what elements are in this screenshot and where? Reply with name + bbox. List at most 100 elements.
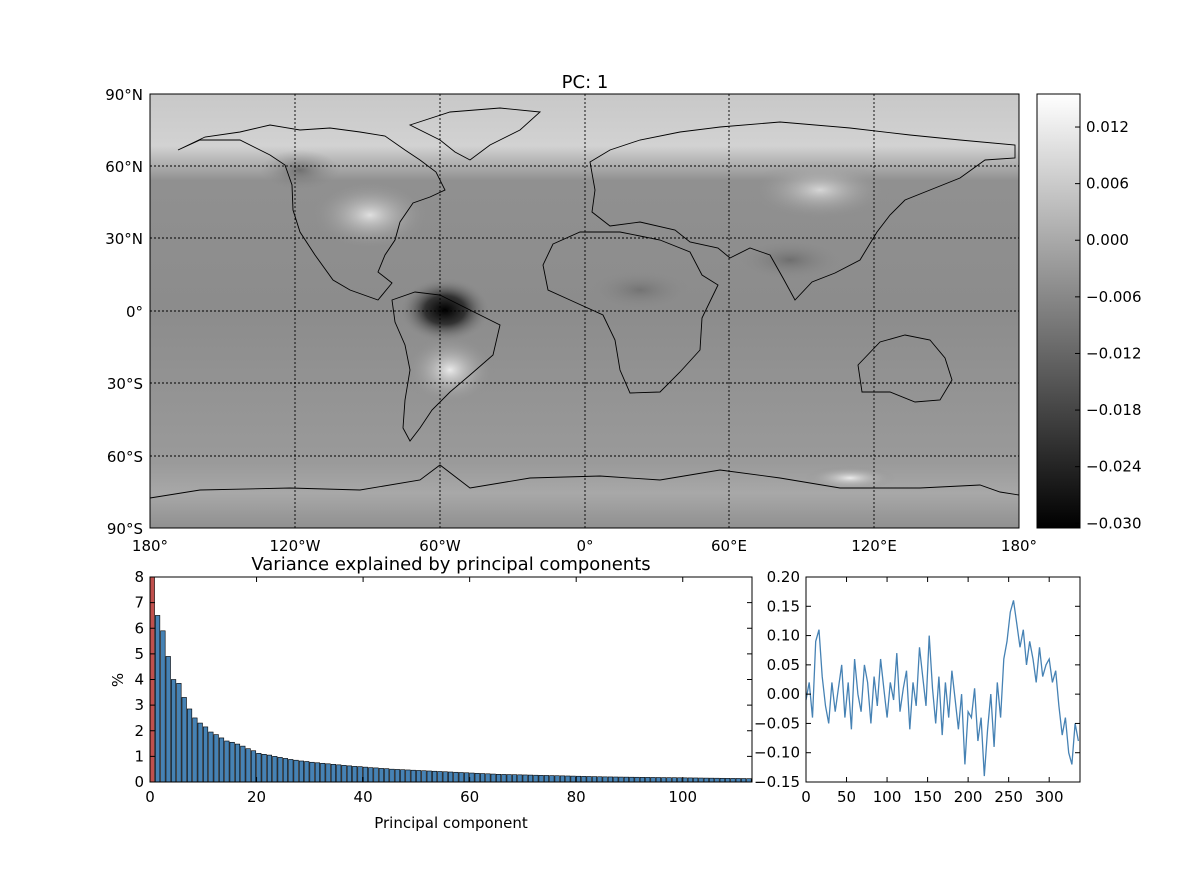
lat-label: 30°S (107, 375, 143, 393)
bar (368, 767, 374, 783)
y-tick-label: 6 (134, 619, 144, 637)
bar (618, 776, 624, 783)
bar (602, 776, 608, 783)
bar (314, 762, 320, 783)
map-coastlines (150, 107, 1019, 499)
map-frame (149, 93, 1020, 529)
x-tick-label: 100 (668, 788, 697, 806)
bar (442, 771, 448, 783)
bar (346, 765, 352, 783)
bar (165, 656, 171, 783)
bar (229, 741, 235, 783)
bar (176, 683, 182, 783)
bar (485, 773, 491, 783)
bar (234, 743, 241, 783)
y-tick-label: 4 (134, 671, 144, 689)
bar (320, 762, 326, 783)
colorbar-tick-label: 0.012 (1086, 118, 1129, 136)
bar (527, 774, 534, 783)
bar (629, 776, 635, 783)
bar (304, 761, 310, 783)
lat-label: 60°N (105, 158, 143, 176)
bar (559, 775, 566, 783)
bar (437, 771, 443, 783)
bar (650, 777, 656, 783)
bar (448, 771, 454, 783)
bar (607, 776, 613, 783)
bar (522, 774, 528, 783)
bar (240, 745, 246, 783)
bar (288, 759, 294, 783)
colorbar-tick-label: 0.006 (1086, 175, 1129, 193)
bar (293, 759, 299, 783)
x-tick-label: 60 (460, 788, 479, 806)
bar (746, 778, 752, 783)
line-chart-axes: 0 50 100 150 200 250 300 0.20 0.15 0.10 0.05 0.00 −0… (754, 568, 1080, 806)
x-tick-label: 40 (354, 788, 373, 806)
bar (261, 754, 267, 783)
bar (330, 764, 336, 783)
bar (554, 775, 560, 783)
bar (730, 778, 736, 783)
bar (634, 776, 640, 783)
bar (495, 774, 502, 783)
y-tick-label: 8 (134, 568, 144, 586)
bar (171, 679, 177, 783)
bar (416, 770, 422, 783)
bar (394, 769, 400, 783)
lon-label: 0° (576, 537, 593, 555)
bar (410, 769, 416, 783)
map-title: PC: 1 (562, 72, 609, 93)
bar (325, 763, 331, 783)
south-america-coast (391, 291, 501, 442)
bar (490, 773, 496, 783)
bar (352, 766, 358, 783)
bar (575, 775, 582, 783)
bar (277, 757, 283, 783)
bar (511, 774, 518, 783)
bar (591, 776, 598, 783)
bar (213, 734, 219, 783)
lat-label: 90°S (107, 520, 143, 538)
map-lat-labels: 90°N 60°N 30°N 0° 30°S 60°S 90°S (105, 86, 143, 538)
bar (661, 777, 667, 783)
bar (389, 768, 395, 783)
x-tick-label: 250 (994, 788, 1023, 806)
bar (469, 772, 475, 783)
bar (272, 756, 278, 783)
bar (266, 754, 273, 783)
bar (506, 774, 512, 783)
bar (405, 769, 411, 783)
bar (671, 777, 677, 783)
map-lon-labels: 180° 120°W 60°W 0° 60°E 120°E 180° (132, 537, 1037, 555)
bar (421, 770, 427, 783)
x-tick-label: 20 (247, 788, 266, 806)
bar (474, 772, 480, 783)
bar (655, 777, 661, 783)
colorbar-tick-label: −0.018 (1086, 401, 1142, 419)
bar (639, 777, 645, 783)
bar (677, 777, 683, 783)
bar (186, 708, 193, 783)
bar (549, 775, 555, 783)
bar (298, 760, 304, 783)
bar-chart-bars (149, 576, 752, 783)
bar (709, 777, 715, 783)
lon-label: 180° (132, 537, 168, 555)
y-tick-label: 3 (134, 696, 144, 714)
lon-label: 60°E (711, 537, 747, 555)
bar (682, 777, 688, 783)
bar (741, 778, 747, 783)
bar (400, 769, 406, 783)
x-tick-label: 0 (145, 788, 155, 806)
x-tick-label: 0 (801, 788, 811, 806)
bar-chart-title: Variance explained by principal componen… (251, 554, 650, 575)
y-tick-label: 1 (134, 747, 144, 765)
x-tick-label: 150 (913, 788, 942, 806)
colorbar-tick-label: −0.024 (1086, 458, 1142, 476)
bar (373, 767, 379, 783)
bar (687, 777, 693, 783)
bar (703, 777, 709, 783)
bar (458, 772, 464, 783)
